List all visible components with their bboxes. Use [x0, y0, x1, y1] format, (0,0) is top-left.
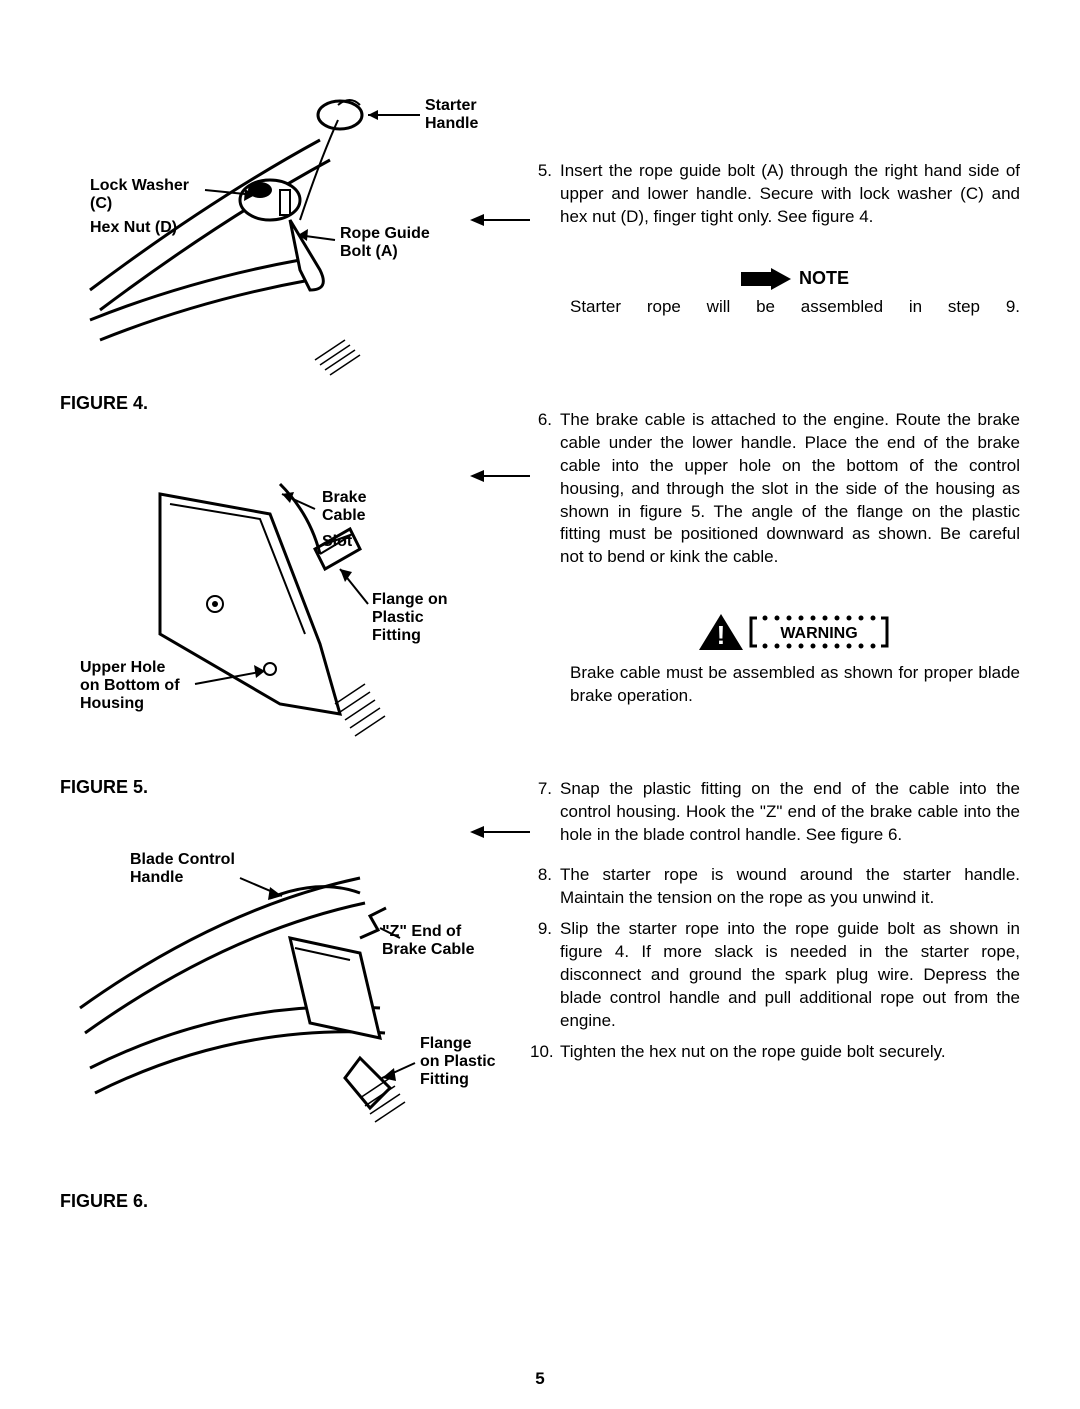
note-heading-row: NOTE — [570, 268, 1020, 290]
instructions-column: 5. Insert the rope guide bolt (A) throug… — [530, 60, 1020, 1252]
figure-5-block: Brake Cable Slot Flange on Plastic Fitti… — [60, 454, 500, 798]
ref-arrow-icon — [470, 213, 530, 227]
svg-text:!: ! — [717, 620, 726, 650]
ref-arrow-icon — [470, 469, 530, 483]
svg-text:Fitting: Fitting — [372, 627, 421, 644]
step-9-num: 9. — [530, 918, 560, 1033]
step-8-text: The starter rope is wound around the sta… — [560, 864, 1020, 910]
svg-text:Brake Cable: Brake Cable — [382, 941, 475, 958]
svg-text:Starter: Starter — [425, 97, 477, 114]
svg-text:Housing: Housing — [80, 695, 144, 712]
step-7: 7. Snap the plastic fitting on the end o… — [530, 778, 1020, 847]
figure-4-block: Starter Handle Lock Washer (C) Hex Nut (… — [60, 60, 500, 414]
svg-text:Bolt (A): Bolt (A) — [340, 243, 398, 260]
step-7-num: 7. — [530, 778, 560, 847]
svg-text:Handle: Handle — [130, 869, 183, 886]
page-layout: Starter Handle Lock Washer (C) Hex Nut (… — [60, 60, 1020, 1252]
figure-6-svg: Blade Control Handle "Z" End of Brake Ca… — [60, 838, 500, 1178]
step-6-section: 6. The brake cable is attached to the en… — [530, 409, 1020, 708]
step-9: 9. Slip the starter rope into the rope g… — [530, 918, 1020, 1033]
warning-body: Brake cable must be assembled as shown f… — [570, 662, 1020, 708]
figure-5-svg: Brake Cable Slot Flange on Plastic Fitti… — [60, 454, 500, 764]
steps-7-10-section: 7. Snap the plastic fitting on the end o… — [530, 778, 1020, 1063]
step-5-section: 5. Insert the rope guide bolt (A) throug… — [530, 160, 1020, 319]
warning-block: ! WARNING — [570, 610, 1020, 708]
warning-icon: ! WARNING — [695, 610, 895, 654]
svg-text:Brake: Brake — [322, 489, 367, 506]
figure-5-caption: FIGURE 5. — [60, 777, 500, 798]
svg-text:Slot: Slot — [322, 533, 353, 550]
figure-4-caption: FIGURE 4. — [60, 393, 500, 414]
step-7-text: Snap the plastic fitting on the end of t… — [560, 778, 1020, 847]
warning-heading: WARNING — [780, 625, 857, 642]
svg-text:Flange on: Flange on — [372, 591, 448, 608]
figure-4-svg: Starter Handle Lock Washer (C) Hex Nut (… — [60, 60, 500, 380]
svg-text:"Z" End of: "Z" End of — [382, 923, 462, 940]
note-heading: NOTE — [799, 268, 849, 289]
svg-text:Blade Control: Blade Control — [130, 851, 235, 868]
svg-text:on Plastic: on Plastic — [420, 1053, 496, 1070]
svg-text:(C): (C) — [90, 195, 112, 212]
step-6-text: The brake cable is attached to the engin… — [560, 409, 1020, 570]
step-10-text: Tighten the hex nut on the rope guide bo… — [560, 1041, 1020, 1064]
page-number: 5 — [535, 1369, 544, 1389]
step-5: 5. Insert the rope guide bolt (A) throug… — [530, 160, 1020, 229]
svg-text:Upper Hole: Upper Hole — [80, 659, 165, 676]
figures-column: Starter Handle Lock Washer (C) Hex Nut (… — [60, 60, 500, 1252]
svg-text:Rope Guide: Rope Guide — [340, 225, 430, 242]
ref-arrow-icon — [470, 825, 530, 839]
svg-text:Flange: Flange — [420, 1035, 472, 1052]
figure-6-caption: FIGURE 6. — [60, 1191, 500, 1212]
step-5-num: 5. — [530, 160, 560, 229]
step-8: 8. The starter rope is wound around the … — [530, 864, 1020, 910]
step-9-text: Slip the starter rope into the rope guid… — [560, 918, 1020, 1033]
note-block: NOTE Starter rope will be assembled in s… — [570, 268, 1020, 319]
step-8-num: 8. — [530, 864, 560, 910]
step-5-text: Insert the rope guide bolt (A) through t… — [560, 160, 1020, 229]
svg-text:Fitting: Fitting — [420, 1071, 469, 1088]
svg-text:Lock Washer: Lock Washer — [90, 177, 189, 194]
step-10-num: 10. — [530, 1041, 560, 1064]
svg-text:Handle: Handle — [425, 115, 478, 132]
svg-text:Hex Nut (D): Hex Nut (D) — [90, 219, 177, 236]
step-6-num: 6. — [530, 409, 560, 570]
svg-text:Cable: Cable — [322, 507, 366, 524]
figure-6-block: Blade Control Handle "Z" End of Brake Ca… — [60, 838, 500, 1212]
note-body: Starter rope will be assembled in step 9… — [570, 296, 1020, 319]
step-10: 10. Tighten the hex nut on the rope guid… — [530, 1041, 1020, 1064]
note-arrow-icon — [741, 268, 791, 290]
svg-text:Plastic: Plastic — [372, 609, 424, 626]
svg-text:on Bottom of: on Bottom of — [80, 677, 180, 694]
warning-heading-row: ! WARNING — [570, 610, 1020, 654]
step-6: 6. The brake cable is attached to the en… — [530, 409, 1020, 570]
